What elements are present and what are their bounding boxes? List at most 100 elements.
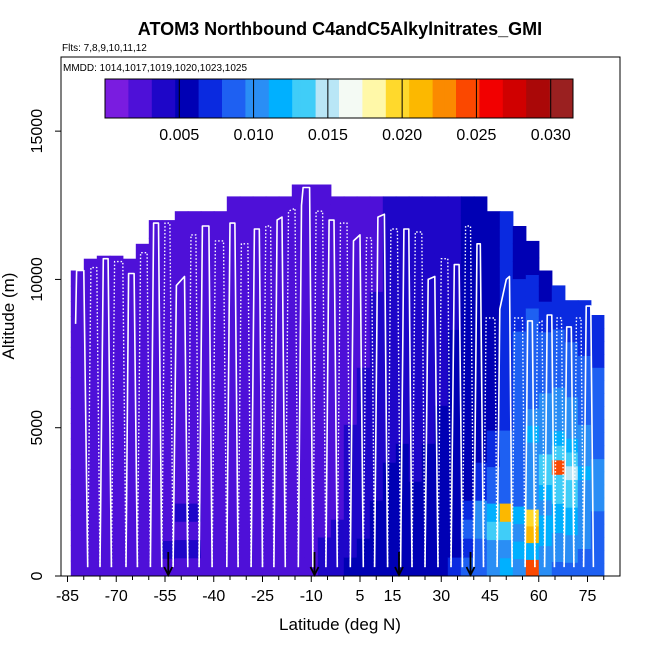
heatmap-cell xyxy=(421,196,436,216)
heatmap-cell xyxy=(564,451,579,467)
heatmap-cell xyxy=(434,367,449,387)
heatmap-cell xyxy=(564,493,579,508)
heatmap-cell xyxy=(278,348,293,368)
heatmap-cell xyxy=(213,302,228,322)
heatmap-cell xyxy=(174,338,189,358)
heatmap-cell xyxy=(551,401,566,417)
heatmap-cell xyxy=(278,424,293,444)
heatmap-cell xyxy=(213,338,228,358)
heatmap-cell xyxy=(122,274,137,291)
colorbar-segment xyxy=(289,79,293,118)
heatmap-cell xyxy=(148,469,163,488)
heatmap-cell xyxy=(460,348,475,368)
heatmap-cell xyxy=(291,380,306,401)
heatmap-cell xyxy=(434,538,449,558)
heatmap-cell xyxy=(161,380,176,399)
heatmap-cell xyxy=(252,462,267,482)
colorbar-segment xyxy=(110,79,115,118)
heatmap-cell xyxy=(174,557,189,576)
heatmap-cell xyxy=(291,321,306,342)
colorbar-segment xyxy=(567,79,571,118)
heatmap-cell xyxy=(200,557,215,576)
heatmap-cell xyxy=(343,443,358,463)
heatmap-cell xyxy=(356,367,371,387)
heatmap-cell xyxy=(590,484,605,499)
heatmap-cell xyxy=(499,302,514,322)
heatmap-cell xyxy=(408,424,423,444)
heatmap-cell xyxy=(460,234,475,254)
flight-profile-line xyxy=(582,305,595,568)
heatmap-cell xyxy=(213,265,228,285)
flight-profile-line xyxy=(543,314,556,568)
heatmap-cell xyxy=(330,481,345,501)
heatmap-cell xyxy=(356,329,371,349)
heatmap-cell xyxy=(473,215,488,235)
heatmap-cell xyxy=(291,419,306,440)
heatmap-cell xyxy=(486,393,501,413)
heatmap-cell xyxy=(252,405,267,425)
colorbar-tick-label: 0.005 xyxy=(159,127,199,144)
heatmap-cell xyxy=(590,563,605,576)
heatmap-cell xyxy=(83,496,98,514)
plot-frame xyxy=(60,56,621,577)
heatmap-cell xyxy=(161,273,176,292)
heatmap-cell xyxy=(265,348,280,368)
heatmap-cell xyxy=(187,265,202,285)
heatmap-cell xyxy=(96,544,111,561)
heatmap-cell xyxy=(343,234,358,254)
heatmap-cell xyxy=(343,329,358,349)
heatmap-cell xyxy=(174,411,189,431)
heatmap-cell xyxy=(551,285,566,301)
heatmap-cell xyxy=(434,424,449,444)
heatmap-cell xyxy=(356,196,371,216)
heatmap-cell xyxy=(460,196,475,216)
heatmap-cell xyxy=(551,459,566,475)
colorbar-segment xyxy=(207,79,211,118)
colorbar-segment xyxy=(555,79,559,118)
heatmap-cell xyxy=(148,255,163,275)
colorbar-segment xyxy=(417,79,422,118)
heatmap-cell xyxy=(200,229,215,249)
heatmap-cell xyxy=(291,243,306,264)
heatmap-cell xyxy=(525,559,540,576)
heatmap-cell xyxy=(109,287,124,305)
heatmap-cell xyxy=(187,357,202,376)
heatmap-cell xyxy=(239,348,254,368)
heatmap-cell xyxy=(83,385,98,403)
heatmap-cell xyxy=(135,459,150,477)
heatmap-cell xyxy=(369,557,384,576)
heatmap-cell xyxy=(122,306,137,323)
heatmap-cell xyxy=(317,223,332,244)
heatmap-cell xyxy=(382,500,397,520)
heatmap-cell xyxy=(499,521,514,541)
heatmap-cell xyxy=(382,462,397,482)
colorbar-segment xyxy=(134,79,138,118)
heatmap-cell xyxy=(356,253,371,273)
colorbar: 0.005 0.010 0.015 0.020 0.025 0.030 xyxy=(104,78,574,144)
heatmap-cell xyxy=(239,424,254,444)
heatmap-cell xyxy=(265,538,280,558)
colorbar-segment xyxy=(195,79,200,118)
heatmap-cell xyxy=(70,285,85,302)
x-tick-label: 75 xyxy=(579,588,597,605)
heatmap-cell xyxy=(538,301,553,317)
heatmap-cell xyxy=(200,320,215,340)
heatmap-cell xyxy=(83,401,98,418)
heatmap-cell xyxy=(564,314,579,329)
heatmap-cell xyxy=(473,538,488,558)
colorbar-segment xyxy=(213,79,217,118)
colorbar-segment xyxy=(435,79,439,118)
heatmap-cell xyxy=(109,447,124,465)
flight-profile-line xyxy=(482,317,498,568)
latitude-arrowhead xyxy=(394,566,404,578)
heatmap-cell xyxy=(304,204,319,225)
heatmap-cell xyxy=(200,265,215,285)
colorbar-segment xyxy=(432,79,437,118)
colorbar-segment xyxy=(353,79,358,118)
heatmap-cell xyxy=(122,369,137,387)
heatmap-cell xyxy=(447,405,462,425)
heatmap-cell xyxy=(551,314,566,330)
colorbar-segment xyxy=(145,79,150,118)
heatmap-cell xyxy=(278,481,293,501)
colorbar-segment xyxy=(204,79,208,118)
